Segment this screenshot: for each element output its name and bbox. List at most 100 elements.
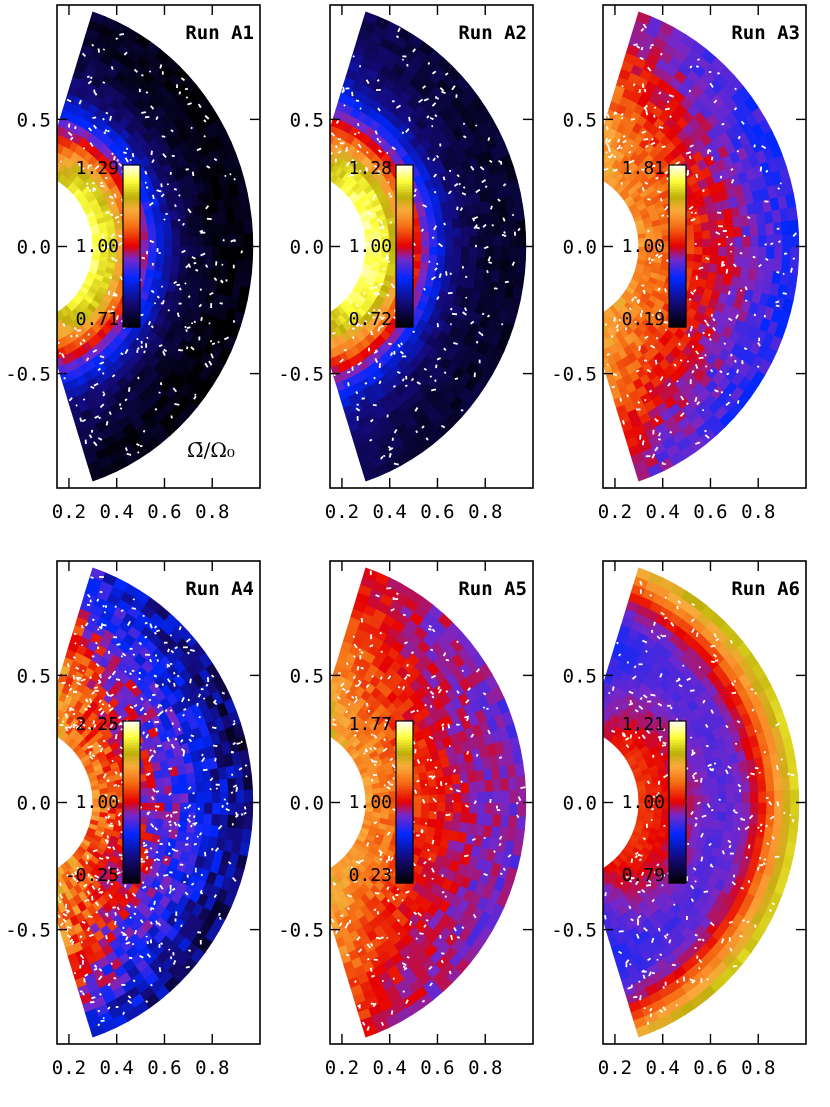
speckle xyxy=(629,307,632,311)
colorbar-step xyxy=(396,289,413,293)
speckle xyxy=(420,228,425,232)
speckle xyxy=(75,334,78,338)
speckle xyxy=(176,283,181,287)
shell-cell xyxy=(718,246,728,257)
speckle xyxy=(779,182,782,185)
colorbar-step xyxy=(396,170,413,174)
speckle xyxy=(613,317,616,322)
speckle xyxy=(497,198,501,202)
speckle xyxy=(138,671,142,675)
shell-cell xyxy=(429,246,439,256)
speckle xyxy=(648,257,651,261)
speckle xyxy=(92,124,97,130)
speckle xyxy=(161,285,163,288)
speckle xyxy=(145,186,149,190)
speckle xyxy=(634,296,637,299)
speckle xyxy=(69,136,74,141)
shell-cell xyxy=(320,316,327,326)
shell-field xyxy=(603,11,800,482)
speckle xyxy=(161,135,166,138)
speckle xyxy=(680,395,685,401)
speckle xyxy=(705,322,710,327)
speckle xyxy=(695,173,699,179)
speckle xyxy=(334,145,338,149)
speckle xyxy=(790,267,793,273)
speckle xyxy=(380,325,384,328)
speckle xyxy=(734,87,737,91)
shell-cell xyxy=(155,809,166,820)
speckle xyxy=(163,348,168,353)
speckle xyxy=(643,138,649,141)
speckle xyxy=(707,148,712,153)
speckle xyxy=(185,96,189,99)
speckle xyxy=(629,159,635,164)
speckle xyxy=(107,290,111,296)
shell-cell xyxy=(46,882,53,892)
speckle xyxy=(184,87,189,91)
shell-cell xyxy=(243,259,253,274)
speckle xyxy=(730,179,735,184)
shell-cell xyxy=(468,256,479,269)
colorbar-step xyxy=(396,200,413,204)
speckle xyxy=(191,322,194,325)
colorbar-step xyxy=(396,270,413,274)
shell-cell xyxy=(89,11,106,25)
shell-cell xyxy=(501,246,511,260)
speckle xyxy=(658,91,662,95)
speckle xyxy=(715,231,721,236)
shell-cell xyxy=(492,221,502,236)
shell-cell xyxy=(412,253,423,262)
speckle xyxy=(152,194,155,200)
speckle xyxy=(213,158,218,162)
speckle xyxy=(472,216,479,220)
colorbar-step xyxy=(669,281,686,285)
speckle xyxy=(616,146,621,150)
shell-cell xyxy=(163,254,174,265)
speckle xyxy=(657,254,663,259)
speckle xyxy=(675,160,681,166)
colorbar-step xyxy=(396,316,413,320)
colorbar-step xyxy=(123,167,140,171)
speckle xyxy=(422,204,428,208)
speckle xyxy=(186,651,190,655)
speckle xyxy=(381,224,385,230)
speckle xyxy=(197,103,202,109)
speckle xyxy=(87,333,90,336)
shell-cell xyxy=(702,237,712,247)
speckle xyxy=(176,84,178,89)
shell-cell xyxy=(203,223,213,237)
speckle xyxy=(370,330,373,334)
speckle xyxy=(137,376,140,380)
shell-cell xyxy=(741,224,752,237)
speckle xyxy=(658,125,664,130)
shell-cell xyxy=(171,227,182,239)
colorbar-step xyxy=(669,213,686,217)
speckle xyxy=(689,144,694,148)
speckle xyxy=(107,846,111,849)
speckle xyxy=(98,416,102,420)
speckle xyxy=(765,169,769,173)
speckle xyxy=(647,197,651,201)
shell-cell xyxy=(204,234,214,247)
speckle xyxy=(63,377,66,380)
speckle xyxy=(734,359,737,363)
speckle xyxy=(645,455,651,458)
shell-cell xyxy=(693,230,704,240)
speckle xyxy=(113,193,117,198)
speckle xyxy=(717,211,722,214)
colorbar-step xyxy=(396,235,413,239)
speckle xyxy=(87,164,93,167)
speckle xyxy=(102,117,105,121)
shell-cell xyxy=(469,246,479,258)
speckle xyxy=(639,56,644,61)
speckle xyxy=(765,257,769,261)
speckle xyxy=(155,809,158,812)
speckle xyxy=(169,662,173,665)
speckle xyxy=(722,229,728,232)
speckle xyxy=(168,829,172,833)
colorbar-step xyxy=(669,313,686,317)
colorbar-label: 1.00 xyxy=(76,236,119,257)
shell-cell xyxy=(774,233,784,247)
speckle xyxy=(475,124,478,127)
